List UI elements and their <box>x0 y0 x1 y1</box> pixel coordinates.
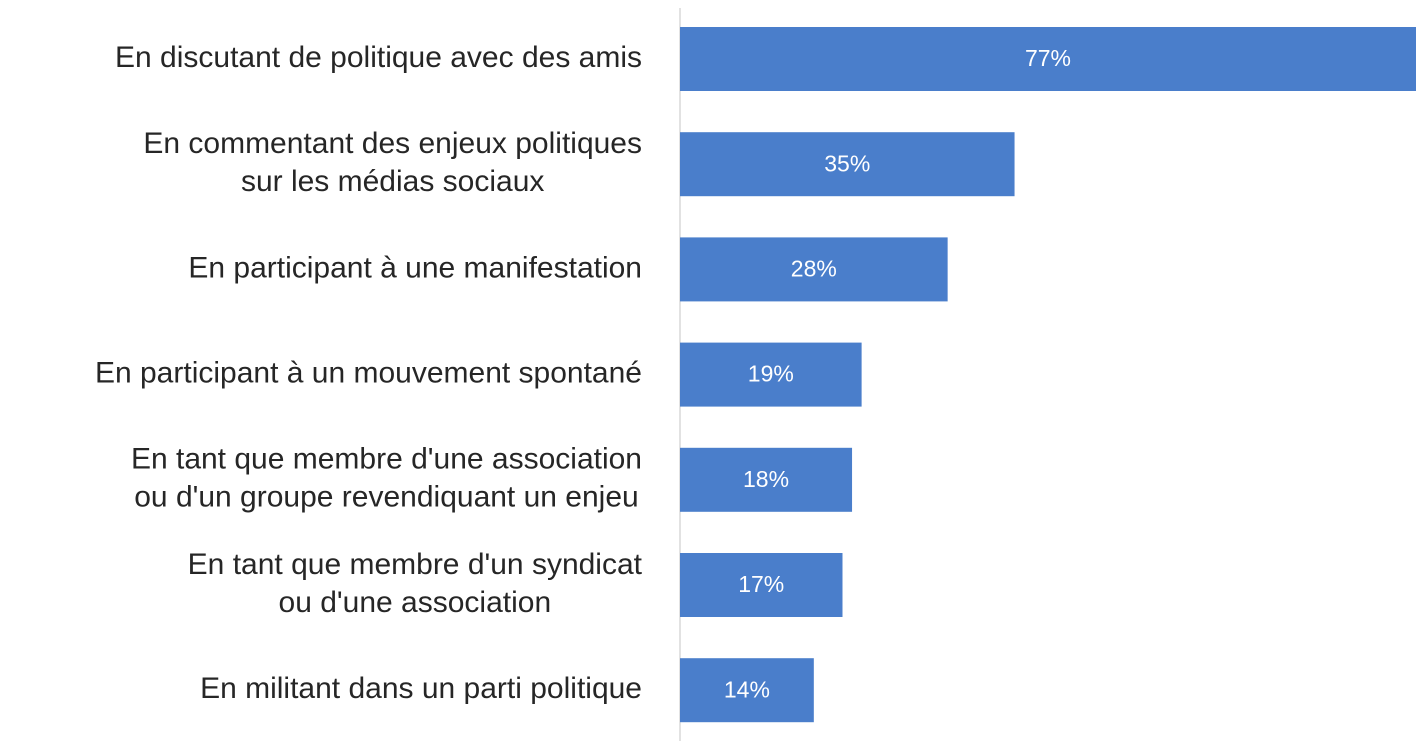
category-label: En discutant de politique avec des amis <box>115 41 642 74</box>
bar <box>680 553 843 617</box>
bar <box>680 132 1015 197</box>
value-label: 14% <box>724 676 770 702</box>
value-label: 18% <box>743 466 789 492</box>
category-label: En participant à une manifestation <box>188 251 642 284</box>
bar <box>680 27 1416 91</box>
bar <box>680 447 853 512</box>
category-label: En tant que membre d'une association <box>131 443 642 476</box>
category-label: En commentant des enjeux politiques <box>143 127 642 160</box>
value-label: 35% <box>824 150 870 176</box>
category-label: En militant dans un parti politique <box>200 672 642 705</box>
bar <box>680 237 948 302</box>
category-label: ou d'un groupe revendiquant un enjeu <box>134 481 638 514</box>
bar <box>680 342 862 407</box>
value-label: 19% <box>748 361 794 387</box>
value-label: 17% <box>738 571 784 597</box>
category-label: sur les médias sociaux <box>241 165 544 198</box>
bar <box>680 658 814 723</box>
category-label: En participant à un mouvement spontané <box>95 357 642 390</box>
value-label: 77% <box>1025 45 1071 71</box>
category-label: ou d'une association <box>279 586 552 619</box>
category-label: En tant que membre d'un syndicat <box>188 548 643 581</box>
value-label: 28% <box>791 255 837 281</box>
